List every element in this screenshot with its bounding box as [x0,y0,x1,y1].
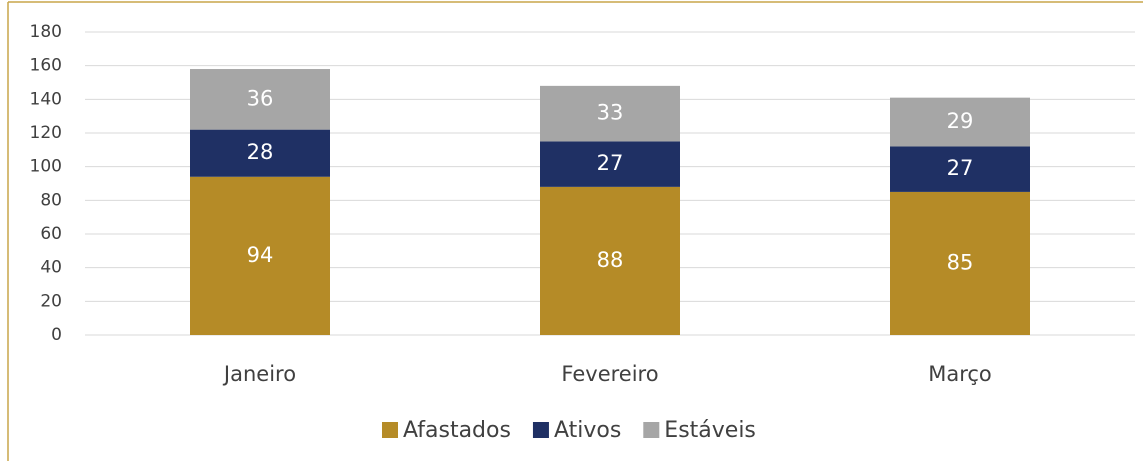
legend-swatch [532,422,549,438]
bar-segment [890,146,1030,192]
data-label: 94 [247,243,274,267]
x-tick-label: Março [928,362,992,386]
bar-segment [890,191,1030,335]
bar-segment [540,186,680,335]
y-tick-label: 60 [40,224,62,244]
y-tick-label: 40 [40,258,62,278]
data-label: 27 [947,156,974,180]
data-label: 29 [947,109,974,133]
bar-segment [190,176,330,335]
data-label: 36 [247,86,274,110]
data-label: 28 [247,140,274,164]
legend-label: Ativos [554,418,621,443]
y-tick-label: 0 [51,325,62,345]
data-label: 33 [597,101,624,125]
y-tick-label: 160 [30,56,62,76]
bar-segment [190,69,330,130]
y-tick-label: 140 [30,89,62,109]
y-tick-label: 80 [40,190,62,210]
y-tick-label: 20 [40,291,62,311]
data-label: 88 [597,248,624,272]
y-tick-label: 120 [30,123,62,143]
bar-segment [540,141,680,187]
bar-segment [890,97,1030,147]
legend-label: Estáveis [664,418,756,443]
data-label: 27 [597,151,624,175]
legend-swatch [643,422,660,438]
bar-segment [540,85,680,142]
legend-swatch [382,422,398,438]
x-tick-label: Janeiro [222,362,296,386]
data-label: 85 [947,250,974,274]
legend-label: Afastados [403,418,511,443]
bar-segment [190,129,330,177]
y-tick-label: 180 [30,22,62,42]
y-tick-label: 100 [30,157,62,177]
x-tick-label: Fevereiro [561,362,658,386]
